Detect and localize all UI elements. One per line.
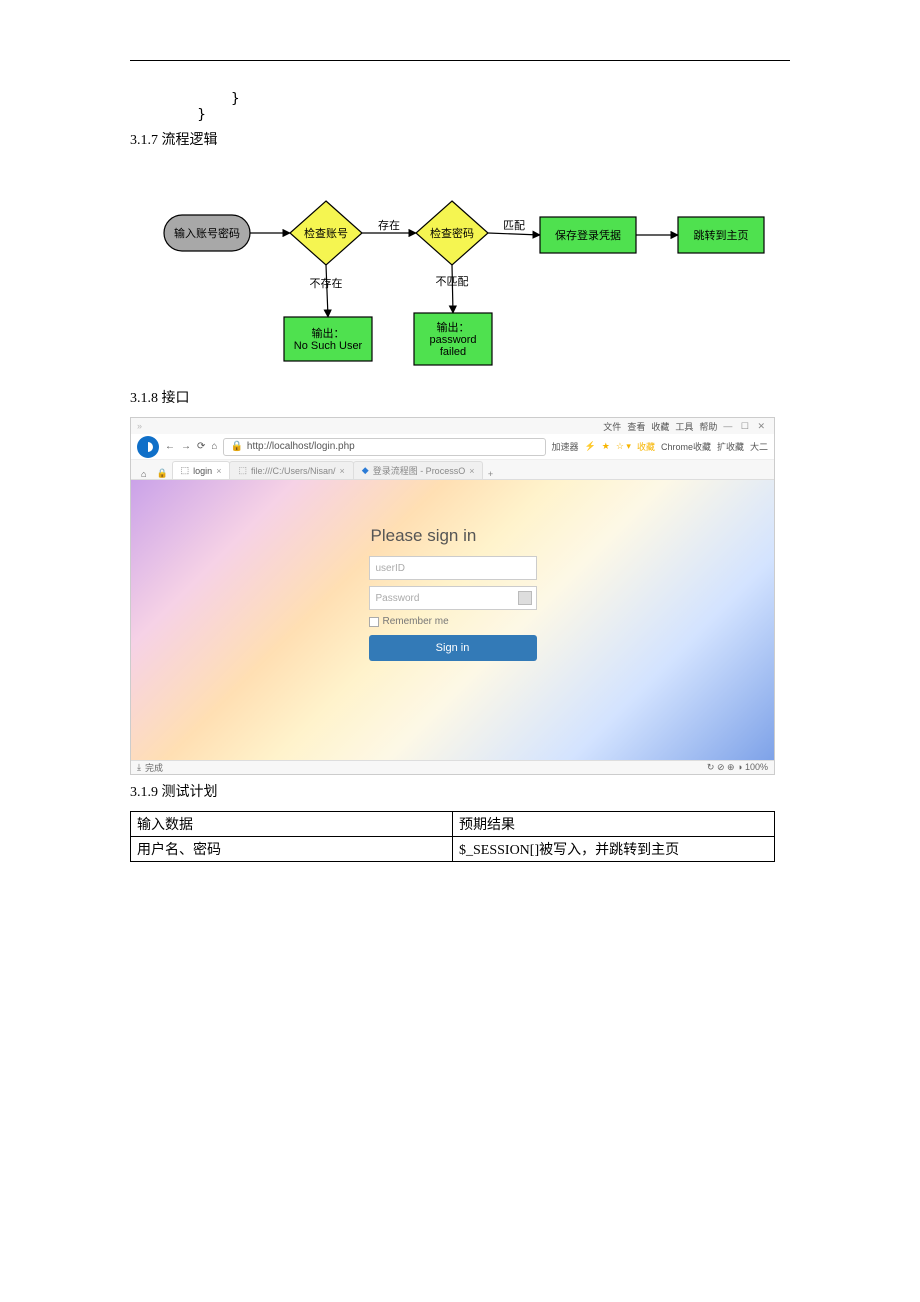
table-row: 输入数据 预期结果 (131, 812, 775, 837)
svg-text:输入账号密码: 输入账号密码 (174, 226, 240, 240)
heading-319: 3.1.9 测试计划 (130, 781, 790, 801)
svg-text:检查密码: 检查密码 (430, 226, 474, 240)
ext-fav[interactable]: 扩收藏 (717, 440, 744, 453)
table-cell: $_SESSION[]被写入，并跳转到主页 (453, 837, 775, 862)
tab-file[interactable]: ⬚ file:///C:/Users/Nisan/ × (229, 461, 353, 479)
tab-processon[interactable]: ◆ 登录流程图 - ProcessO × (353, 461, 484, 479)
login-form: Please sign in userID Password Remember … (369, 526, 537, 661)
document-page: } } 3.1.7 流程逻辑 存在 匹配不存在 不匹配 输入账号密码 检查账号 检查密码… (0, 0, 920, 862)
close-icon[interactable]: × (469, 466, 474, 476)
table-row: 用户名、密码 $_SESSION[]被写入，并跳转到主页 (131, 837, 775, 862)
heading-318: 3.1.8 接口 (130, 387, 790, 407)
svg-text:匹配: 匹配 (503, 219, 525, 232)
tabstrip-home-icon[interactable]: ⌂ (135, 469, 152, 479)
flowchart: 存在匹配不存在不匹配 输入账号密码检查账号检查密码保存登录凭据跳转到主页输出：N… (154, 177, 766, 367)
toolbar-right: 加速器 ⚡ ★ ☆ ▾ 收藏 Chrome收藏 扩收藏 大二 (552, 440, 768, 453)
star-icon[interactable]: ★ (602, 441, 610, 452)
code-line: } (130, 107, 206, 123)
browser-screenshot: » 文件 查看 收藏 工具 帮助 — ☐ ✕ ← → ⟳ ⌂ 🔒 http://… (130, 417, 775, 775)
lock-icon: 🔒 (230, 441, 242, 452)
signin-button[interactable]: Sign in (369, 635, 537, 661)
top-rule (130, 60, 790, 61)
svg-text:跳转到主页: 跳转到主页 (694, 228, 749, 242)
menu-item[interactable]: 收藏 (651, 420, 669, 433)
login-heading: Please sign in (371, 526, 537, 546)
remember-label: Remember me (383, 616, 449, 627)
status-text: 完成 (145, 761, 163, 774)
reload-icon[interactable]: ⟳ (197, 441, 205, 452)
url-text: http://localhost/login.php (247, 441, 355, 452)
password-visibility-icon[interactable] (518, 591, 532, 605)
test-plan-table: 输入数据 预期结果 用户名、密码 $_SESSION[]被写入，并跳转到主页 (130, 811, 775, 862)
svg-text:检查账号: 检查账号 (304, 226, 348, 240)
tab-label: login (193, 466, 212, 476)
home-icon[interactable]: ⌂ (211, 441, 217, 452)
status-icon: ⤓ (137, 762, 141, 773)
svg-text:不存在: 不存在 (310, 276, 343, 290)
table-header: 输入数据 (131, 812, 453, 837)
password-placeholder: Password (376, 593, 420, 604)
status-right: ↻ ⊘ ⊕ ◑ 100% (707, 762, 768, 773)
tab-login[interactable]: ⬚ login × (172, 461, 231, 479)
star-icon: ☆ ▾ (616, 441, 631, 452)
table-header: 预期结果 (453, 812, 775, 837)
toolbar: ← → ⟳ ⌂ 🔒 http://localhost/login.php 加速器… (131, 434, 774, 460)
menu-item[interactable]: 工具 (675, 420, 693, 433)
menu-item[interactable]: 查看 (627, 420, 645, 433)
chrome-fav[interactable]: Chrome收藏 (661, 440, 711, 453)
page-viewport: Please sign in userID Password Remember … (131, 480, 774, 760)
remember-row[interactable]: Remember me (369, 616, 537, 627)
window-controls[interactable]: — ☐ ✕ (723, 421, 768, 432)
userid-placeholder: userID (376, 563, 405, 574)
code-line: } (130, 91, 240, 107)
tab-icon: ⬚ (238, 465, 247, 476)
address-bar[interactable]: 🔒 http://localhost/login.php (223, 438, 545, 456)
daer-label[interactable]: 大二 (750, 440, 768, 453)
menubar: » 文件 查看 收藏 工具 帮助 — ☐ ✕ (131, 418, 774, 434)
fav-label[interactable]: 收藏 (637, 440, 655, 453)
menubar-logo: » (137, 421, 142, 431)
heading-317: 3.1.7 流程逻辑 (130, 129, 790, 149)
code-fragment: } } (130, 91, 790, 123)
tab-icon: ⬚ (181, 465, 190, 476)
table-cell: 用户名、密码 (131, 837, 453, 862)
tabstrip: ⌂ 🔒 ⬚ login × ⬚ file:///C:/Users/Nisan/ … (131, 460, 774, 480)
close-icon[interactable]: × (340, 466, 345, 476)
close-icon[interactable]: × (216, 466, 221, 476)
back-icon[interactable]: ← (165, 441, 175, 452)
tab-label: file:///C:/Users/Nisan/ (251, 466, 336, 476)
signin-label: Sign in (436, 642, 470, 654)
svg-text:保存登录凭据: 保存登录凭据 (555, 228, 621, 242)
menu-item[interactable]: 帮助 (699, 420, 717, 433)
statusbar: ⤓ 完成 ↻ ⊘ ⊕ ◑ 100% (131, 760, 774, 774)
svg-text:不匹配: 不匹配 (436, 275, 469, 288)
tab-icon: ◆ (362, 465, 369, 476)
browser-logo-icon (137, 436, 159, 458)
menu-item[interactable]: 文件 (603, 420, 621, 433)
tabstrip-lock-icon: 🔒 (152, 468, 171, 479)
jiasu-label[interactable]: 加速器 (552, 440, 579, 453)
userid-field[interactable]: userID (369, 556, 537, 580)
password-field[interactable]: Password (369, 586, 537, 610)
new-tab-button[interactable]: + (482, 469, 498, 479)
forward-icon[interactable]: → (181, 441, 191, 452)
remember-checkbox[interactable] (369, 617, 379, 627)
tab-label: 登录流程图 - ProcessO (373, 464, 466, 477)
svg-text:存在: 存在 (378, 218, 400, 232)
